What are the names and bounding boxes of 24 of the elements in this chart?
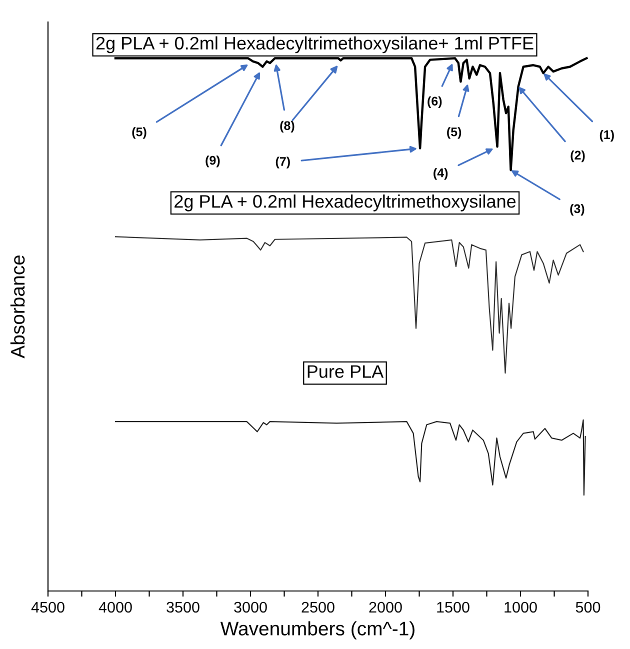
x-axis-title: Wavenumbers (cm^-1) [220, 621, 414, 640]
annotation: (3) [570, 204, 584, 216]
annotation: (1) [600, 130, 614, 142]
x-tick-label: 2000 [369, 602, 402, 613]
x-tick-label: 500 [576, 602, 600, 613]
x-tick-label: 4000 [98, 602, 132, 613]
x-tick-label: 2500 [302, 602, 334, 613]
series-label: 2g PLA + 0.2ml Hexadecyltrimethoxysilane [174, 194, 516, 212]
x-tick-label: 4500 [31, 602, 64, 613]
text: Pure PLA [308, 365, 384, 378]
annotation: (4) [434, 168, 448, 180]
x-tick-label: 3000 [234, 602, 267, 613]
x-tick-label: 3500 [166, 602, 200, 613]
annotation: (6) [428, 96, 442, 108]
annotation: (9) [206, 156, 220, 168]
annotation: (7) [276, 156, 290, 168]
annotation: (5) [447, 127, 462, 139]
x-tick-label: 1000 [504, 602, 537, 613]
x-tick-label: 1500 [437, 602, 470, 613]
annotation: (8) [280, 120, 294, 133]
y-axis-title: Absorbance [10, 255, 25, 358]
annotation: (5) [132, 127, 146, 139]
series-label: 2g PLA + 0.2ml Hexadecyltrimethoxysilane+ 1ml PTFE [96, 36, 534, 54]
annotation: (2) [570, 150, 585, 162]
